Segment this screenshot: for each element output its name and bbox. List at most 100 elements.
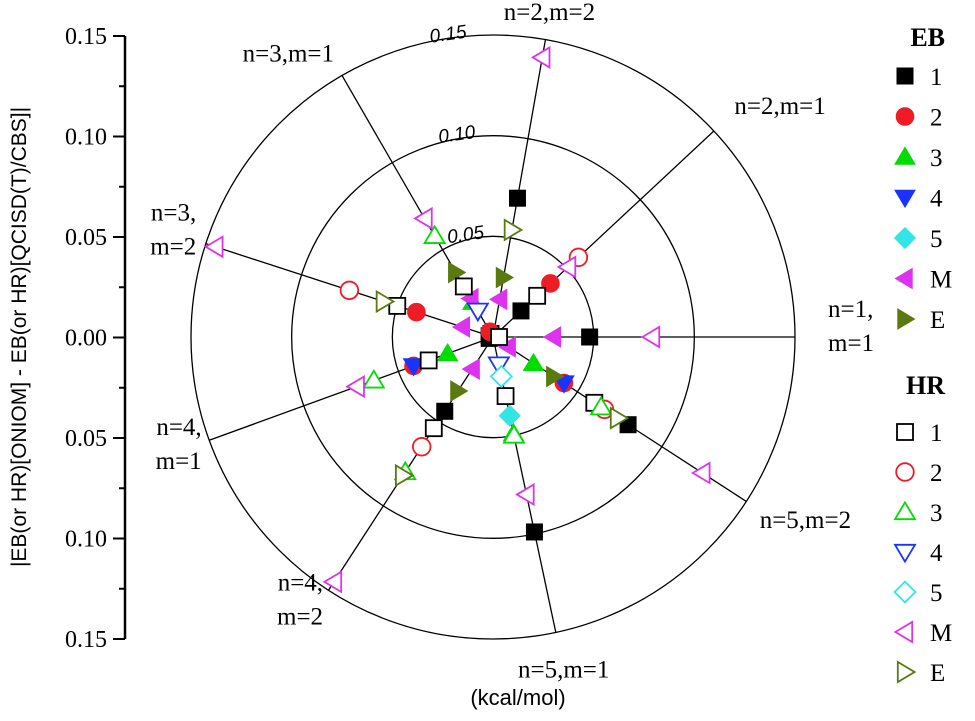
legend-marker-hr-1 [896, 423, 914, 441]
point-hr-1-n4m1 [419, 351, 438, 370]
point-eb-e-n3m1 [448, 261, 467, 284]
point-hr-m-n2m2 [530, 45, 551, 70]
spoke-label-n4m1: n=4, [156, 414, 201, 441]
point-eb-3-n4m1 [436, 342, 459, 362]
legend-marker-eb-4 [894, 189, 916, 209]
y-tick-label: 0.15 [65, 627, 107, 653]
spoke-label-n4m1: m=1 [156, 448, 202, 475]
spoke-label-n2m1: n=2,m=1 [734, 93, 825, 120]
legend-label-hr-4: 4 [930, 540, 943, 567]
point-hr-e-n5m2 [609, 406, 630, 430]
legend-title-hr: HR [906, 371, 945, 400]
legend-marker-hr-e [896, 660, 917, 684]
spoke-label-n5m1: n=5,m=1 [518, 657, 609, 684]
spoke-label-n4m2: n=4, [278, 570, 323, 597]
spoke-n2m2 [492, 39, 547, 338]
spoke-label-n3m2: n=3, [151, 200, 196, 227]
y-axis-label: |EB(or HR)[ONIOM] - EB(or HR)[QCISD(T)/C… [8, 107, 31, 567]
point-hr-m-n1m1 [640, 325, 661, 349]
point-eb-5-n5m1 [498, 404, 521, 427]
point-eb-e-n2m2 [495, 266, 515, 289]
point-hr-5-n5m1 [489, 364, 514, 389]
point-hr-1-n4m2 [424, 419, 443, 438]
spoke-label-n1m1: m=1 [828, 330, 874, 357]
point-hr-3-n5m2 [589, 395, 613, 416]
legend-label-hr-1: 1 [930, 420, 943, 447]
point-eb-m-n4m2 [461, 358, 480, 380]
point-eb-2-n3m2 [407, 302, 426, 322]
y-tick-label: 0.10 [65, 527, 107, 553]
spoke-label-n4m2: m=2 [277, 604, 323, 631]
point-hr-m-n3m1 [413, 206, 433, 231]
point-hr-1-n2m1 [528, 286, 547, 305]
point-hr-4-n5m1 [487, 356, 511, 376]
point-eb-e-n4m2 [450, 380, 469, 402]
point-hr-e-n2m2 [503, 218, 524, 242]
point-hr-m-n5m2 [691, 461, 711, 485]
legend-title-eb: EB [910, 23, 945, 52]
y-tick-label: 0.15 [65, 24, 107, 50]
point-hr-1-n1m1 [490, 328, 508, 346]
legend-label-hr-2: 2 [930, 460, 943, 487]
legend-marker-eb-e [897, 308, 916, 330]
legend-label-eb-5: 5 [930, 226, 943, 253]
legend-marker-hr-m [893, 620, 914, 644]
y-tick-label: 0.05 [65, 426, 107, 452]
point-hr-3-n3m1 [423, 224, 447, 244]
point-hr-m-n5m1 [515, 482, 535, 507]
point-eb-e-n5m2 [546, 365, 565, 388]
point-hr-2-n3m2 [339, 280, 360, 301]
point-eb-1-n2m2 [508, 189, 526, 207]
spoke-n4m2 [327, 336, 494, 591]
spoke-label-n3m2: m=2 [150, 234, 196, 261]
legend-marker-hr-2 [895, 462, 915, 482]
y-tick-label: 0.05 [65, 225, 107, 251]
ring-label: 0.10 [437, 122, 477, 148]
point-eb-1-n4m2 [436, 402, 454, 420]
point-eb-1-n2m1 [512, 302, 530, 320]
point-eb-4-n5m2 [553, 375, 575, 394]
legend-marker-eb-m [894, 267, 913, 290]
spoke-label-n5m2: n=5,m=2 [760, 507, 851, 534]
legend-label-eb-4: 4 [930, 186, 943, 213]
point-hr-m-n2m1 [556, 255, 577, 279]
point-hr-e-n4m2 [394, 463, 415, 488]
ring-label: 0.05 [446, 222, 486, 248]
point-eb-m-n1m1 [542, 326, 562, 348]
legend-label-eb-e: E [930, 307, 945, 334]
point-eb-m-n3m2 [451, 316, 471, 338]
ring-label: 0.15 [428, 22, 468, 48]
legend-marker-eb-3 [894, 146, 916, 165]
point-hr-4-n3m1 [466, 302, 490, 323]
data-points [203, 45, 711, 594]
legend-marker-eb-1 [896, 67, 914, 85]
point-eb-1-n1m1 [581, 328, 599, 346]
legend-marker-eb-5 [893, 226, 917, 250]
point-hr-m-n4m1 [345, 374, 365, 399]
point-eb-3-n5m2 [522, 352, 545, 372]
legend-marker-eb-2 [895, 107, 915, 126]
point-hr-2-n4m2 [412, 437, 432, 457]
spoke-n5m1 [492, 336, 557, 633]
legend-label-hr-5: 5 [930, 580, 943, 607]
unit-label: (kcal/mol) [470, 685, 565, 710]
legend-label-hr-3: 3 [930, 500, 943, 527]
y-axis: 0.15 0.10 0.05 0.00 0.05 0.10 0.15 [65, 24, 127, 653]
point-hr-m-n3m2 [203, 235, 224, 259]
spoke-label-n3m1: n=3,m=1 [243, 41, 334, 68]
y-tick-label: 0.10 [65, 125, 107, 151]
point-hr-1-n5m1 [496, 387, 515, 405]
point-hr-3-n5m1 [502, 424, 526, 444]
point-hr-3-n4m1 [362, 369, 386, 389]
point-hr-e-n3m2 [375, 289, 396, 314]
legend-marker-hr-5 [893, 580, 917, 604]
spoke-label-n2m2: n=2,m=2 [504, 0, 595, 26]
spoke-label-n1m1: n=1, [828, 296, 873, 323]
legend-label-eb-m: M [930, 267, 952, 294]
point-hr-m-n4m2 [322, 570, 343, 594]
point-eb-m-n2m2 [489, 288, 508, 311]
legend-label-hr-m: M [930, 620, 952, 647]
legend-marker-hr-4 [893, 543, 917, 564]
